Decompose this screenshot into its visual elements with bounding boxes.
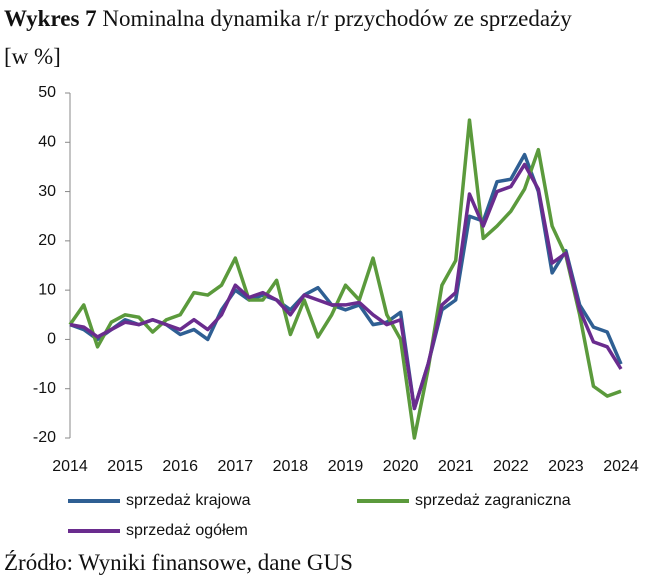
chart-title: Wykres 7 Nominalna dynamika r/r przychod… [4, 6, 572, 31]
source: Źródło: Wyniki finansowe, dane GUS [4, 550, 353, 575]
x-tick-label: 2015 [107, 458, 143, 475]
series-line [69, 162, 623, 411]
x-tick-label: 2016 [162, 458, 198, 475]
x-tick-label: 2022 [493, 458, 529, 475]
x-tick-label: 2014 [52, 458, 88, 475]
x-tick-label: 2019 [328, 458, 364, 475]
y-tick-label: 10 [38, 281, 56, 298]
legend-label: sprzedaż zagraniczna [415, 492, 571, 509]
x-tick-label: 2024 [603, 458, 639, 475]
y-tick-label: 30 [38, 183, 56, 200]
y-tick-label: 50 [38, 84, 56, 101]
title-label: Wykres 7 [4, 6, 97, 31]
y-tick-label: 20 [38, 232, 56, 249]
x-tick-label: 2021 [438, 458, 474, 475]
title-text-2: [w %] [4, 44, 61, 69]
x-tick-label: 2017 [218, 458, 254, 475]
y-tick-label: -10 [33, 380, 56, 397]
series-line [68, 118, 622, 440]
y-tick-label: -20 [33, 429, 56, 446]
legend-label: sprzedaż ogółem [126, 522, 248, 539]
y-tick-label: 0 [47, 331, 56, 348]
x-tick-label: 2023 [548, 458, 584, 475]
x-tick-label: 2018 [273, 458, 309, 475]
x-tick-label: 2020 [383, 458, 419, 475]
title-text: Nominalna dynamika r/r przychodów ze spr… [102, 6, 572, 31]
y-tick-label: 40 [38, 134, 56, 151]
legend-label: sprzedaż krajowa [126, 492, 251, 509]
